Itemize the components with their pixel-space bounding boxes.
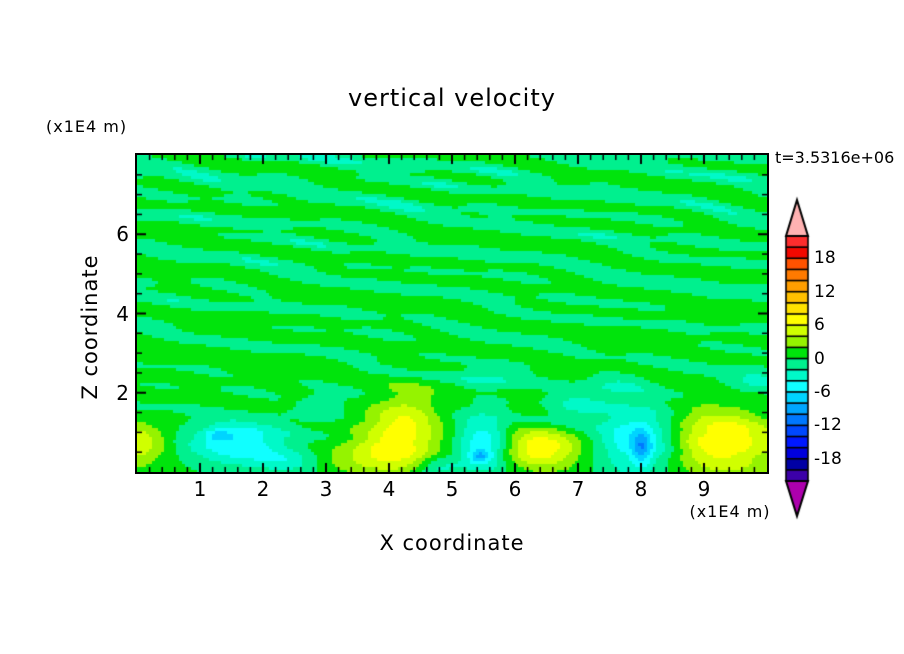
time-annotation: t=3.5316e+06 <box>775 148 895 167</box>
x-tick-label: 6 <box>508 477 522 501</box>
y-axis-unit-label: (x1E4 m) <box>46 117 128 136</box>
contour-field-canvas <box>137 155 767 472</box>
x-tick-label: 3 <box>319 477 333 501</box>
colorbar-label: 18 <box>814 248 836 269</box>
x-tick-label: 7 <box>571 477 585 501</box>
colorbar-label: 6 <box>814 315 825 336</box>
plot-title: vertical velocity <box>348 84 556 112</box>
colorbar-label: -12 <box>814 415 842 436</box>
x-tick-label: 2 <box>256 477 270 501</box>
colorbar-label: -6 <box>814 381 831 402</box>
x-axis-unit-label: (x1E4 m) <box>689 502 771 521</box>
colorbar-label: -18 <box>814 448 842 469</box>
y-tick-label: 6 <box>116 222 129 247</box>
colorbar-label: 0 <box>814 348 825 369</box>
y-tick-label: 2 <box>116 380 129 405</box>
colorbar <box>770 196 820 530</box>
x-axis-title: X coordinate <box>379 531 525 555</box>
x-tick-label: 1 <box>193 477 207 501</box>
plot-area <box>135 153 769 474</box>
x-tick-label: 4 <box>382 477 396 501</box>
y-axis-title: Z coordinate <box>78 254 102 400</box>
x-tick-label: 5 <box>445 477 459 501</box>
y-tick-label: 4 <box>116 301 129 326</box>
x-tick-label: 9 <box>697 477 711 501</box>
colorbar-label: 12 <box>814 281 836 302</box>
x-tick-label: 8 <box>634 477 648 501</box>
